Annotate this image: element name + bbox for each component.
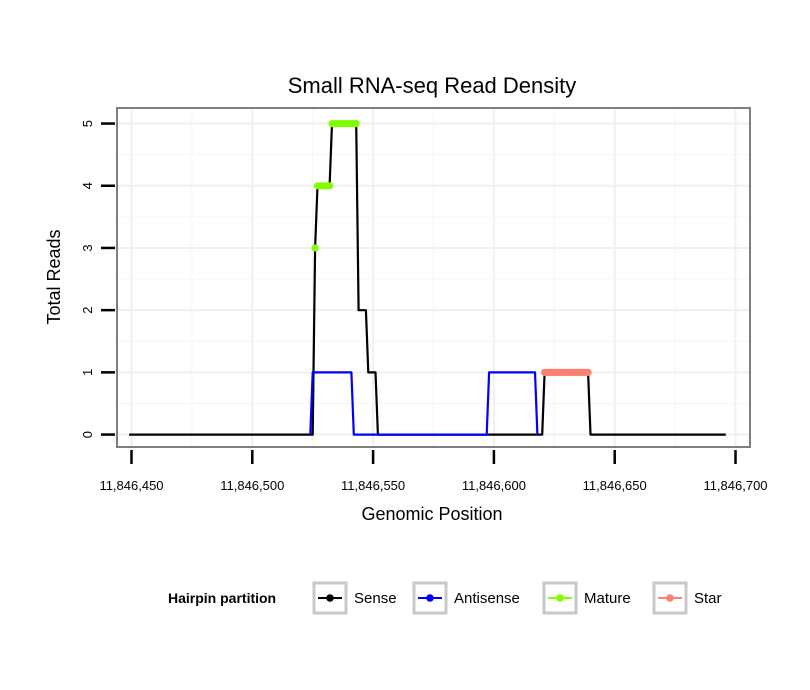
x-tick-label: 11,846,500 (220, 478, 284, 493)
x-axis-title: Genomic Position (361, 504, 502, 524)
legend-item-sense: Sense (312, 581, 397, 615)
antisense-series-line (309, 371, 539, 436)
legend-key-point (326, 594, 334, 602)
mature-point (326, 182, 334, 190)
series-layer (129, 120, 726, 436)
legend-label-sense: Sense (354, 590, 397, 607)
star-point (584, 368, 592, 376)
mature-point (311, 244, 319, 252)
legend-item-star: Star (652, 581, 722, 615)
x-tick-label: 11,846,550 (341, 478, 405, 493)
legend-key-point (426, 594, 434, 602)
y-tick-label: 0 (80, 431, 95, 438)
y-tick-label: 4 (80, 182, 95, 189)
y-tick-label: 1 (80, 369, 95, 376)
chart-title: Small RNA-seq Read Density (288, 73, 577, 98)
x-tick-label: 11,846,700 (703, 478, 767, 493)
plot-border (116, 107, 751, 448)
legend-item-antisense: Antisense (412, 581, 520, 615)
legend-key-point (666, 594, 674, 602)
x-tick-label: 11,846,600 (462, 478, 526, 493)
legend-item-mature: Mature (542, 581, 631, 615)
y-axis: 0 1 2 3 4 5 (80, 120, 115, 438)
legend-label-antisense: Antisense (454, 590, 520, 607)
legend-title: Hairpin partition (168, 590, 276, 606)
legend: Hairpin partition Sense Antisense Mature St… (168, 581, 722, 615)
x-axis: 11,846,450 11,846,500 11,846,550 11,846,600… (99, 450, 768, 493)
y-tick-label: 2 (80, 307, 95, 314)
mature-point (352, 120, 360, 128)
y-tick-label: 5 (80, 120, 95, 127)
y-tick-label: 3 (80, 244, 95, 251)
y-axis-title: Total Reads (44, 229, 64, 324)
grid-lines (117, 108, 750, 447)
legend-label-mature: Mature (584, 590, 631, 607)
legend-label-star: Star (694, 590, 722, 607)
x-tick-label: 11,846,450 (99, 478, 163, 493)
x-tick-label: 11,846,650 (583, 478, 647, 493)
legend-key-point (556, 594, 564, 602)
